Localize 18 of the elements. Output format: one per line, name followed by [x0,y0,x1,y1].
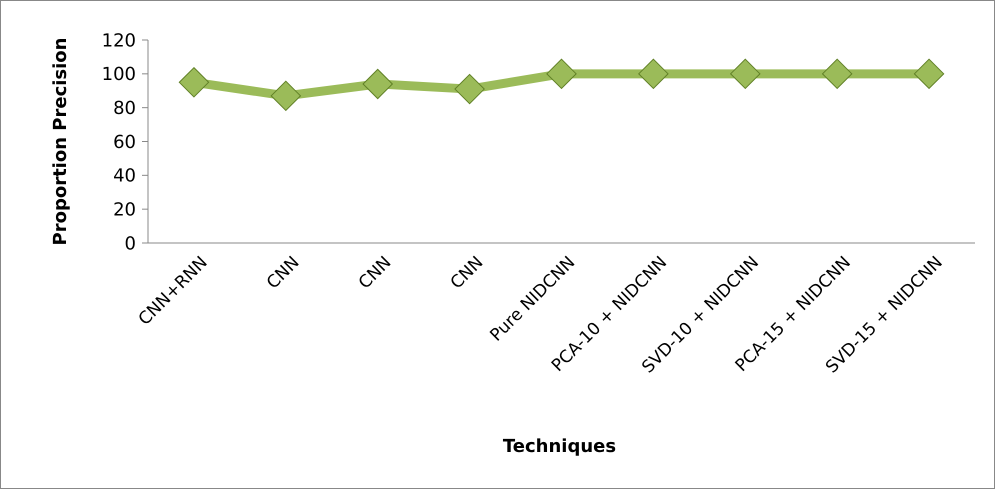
point [546,58,577,89]
point [730,58,760,89]
x-axis-title: Techniques [502,436,616,457]
point [454,74,485,104]
y-tick-label: 40 [113,166,136,187]
y-tick-label: 0 [124,233,136,254]
y-tick-label: 100 [102,64,136,86]
y-tick-label: 20 [113,199,136,220]
point [178,67,210,98]
point [362,68,393,100]
y-tick-label: 60 [113,132,136,153]
point [638,58,669,89]
point [270,80,301,111]
point [914,58,944,89]
y-axis-title: Proportion Precision [50,38,71,246]
point [822,58,852,89]
y-tick-label: 120 [102,30,136,52]
y-tick-label: 80 [113,98,136,119]
